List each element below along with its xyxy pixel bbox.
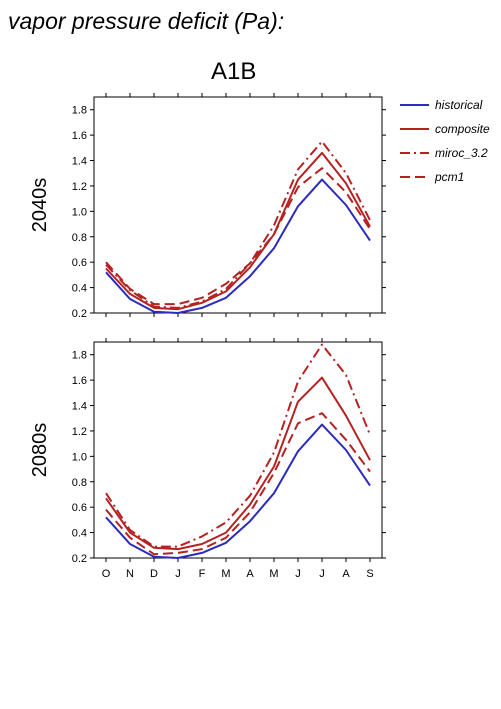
y-tick-label: 1.2: [72, 426, 87, 438]
y-tick-label: 0.8: [72, 232, 87, 244]
x-tick-label: N: [126, 568, 134, 580]
series-line-pcm1: [105, 412, 371, 556]
y-tick-label: 1.0: [72, 451, 87, 463]
series-line-composite: [105, 376, 371, 551]
x-tick-label: O: [102, 568, 111, 580]
x-tick-label: J: [295, 568, 301, 580]
y-tick-label: 1.6: [72, 375, 87, 387]
plot-frame: [93, 341, 383, 559]
y-tick-label: 0.6: [72, 502, 87, 514]
y-tick-label: 1.8: [72, 105, 87, 117]
y-tick-label: 1.2: [72, 181, 87, 193]
y-tick-label: 1.8: [72, 350, 87, 362]
panel-label: 2040s: [29, 178, 51, 233]
y-tick-label: 1.6: [72, 130, 87, 142]
y-tick-label: 0.2: [72, 553, 87, 565]
x-tick-label: S: [366, 568, 373, 580]
y-tick-label: 0.6: [72, 257, 87, 269]
page-title: vapor pressure deficit (Pa):: [8, 8, 285, 34]
y-tick-label: 1.4: [72, 401, 87, 413]
legend-label: historical: [435, 98, 483, 112]
y-tick-label: 0.4: [72, 528, 87, 540]
panel-label: 2080s: [29, 423, 51, 478]
legend-item-pcm1: pcm1: [400, 170, 464, 184]
x-tick-label: M: [221, 568, 230, 580]
y-tick-label: 1.4: [72, 156, 87, 168]
legend-label: pcm1: [434, 170, 464, 184]
series-line-composite: [105, 151, 371, 311]
panel-2080s: 0.2 0.4 0.6 0.8 1.0 1.2 1.4 1.6 1.8 O N D J F M A M J J A S 2…: [29, 338, 386, 580]
y-tick-label: 0.8: [72, 477, 87, 489]
y-tick-label: 0.2: [72, 308, 87, 320]
y-tick-label: 0.4: [72, 283, 87, 295]
x-tick-label: D: [150, 568, 158, 580]
x-tick-label: A: [342, 568, 350, 580]
x-tick-label: A: [246, 568, 254, 580]
legend-label: composite: [435, 122, 490, 136]
panel-2040s: 0.2 0.4 0.6 0.8 1.0 1.2 1.4 1.6 1.8 2040s: [29, 93, 386, 320]
legend: historical composite miroc_3.2 pcm1: [400, 98, 490, 184]
series-line-miroc_3.2: [105, 140, 371, 309]
series-line-pcm1: [105, 167, 371, 306]
x-tick-label: M: [269, 568, 278, 580]
series-line-historical: [105, 178, 371, 314]
scenario-title: A1B: [211, 58, 257, 85]
x-tick-label: J: [319, 568, 325, 580]
plot-frame: [93, 96, 383, 314]
legend-item-miroc_3.2: miroc_3.2: [400, 146, 488, 160]
legend-label: miroc_3.2: [435, 146, 488, 160]
y-tick-label: 1.0: [72, 206, 87, 218]
legend-item-composite: composite: [400, 122, 490, 136]
series-line-miroc_3.2: [105, 343, 371, 548]
series-line-historical: [105, 423, 371, 559]
x-tick-label: F: [199, 568, 206, 580]
legend-item-historical: historical: [400, 98, 483, 112]
x-tick-label: J: [175, 568, 181, 580]
